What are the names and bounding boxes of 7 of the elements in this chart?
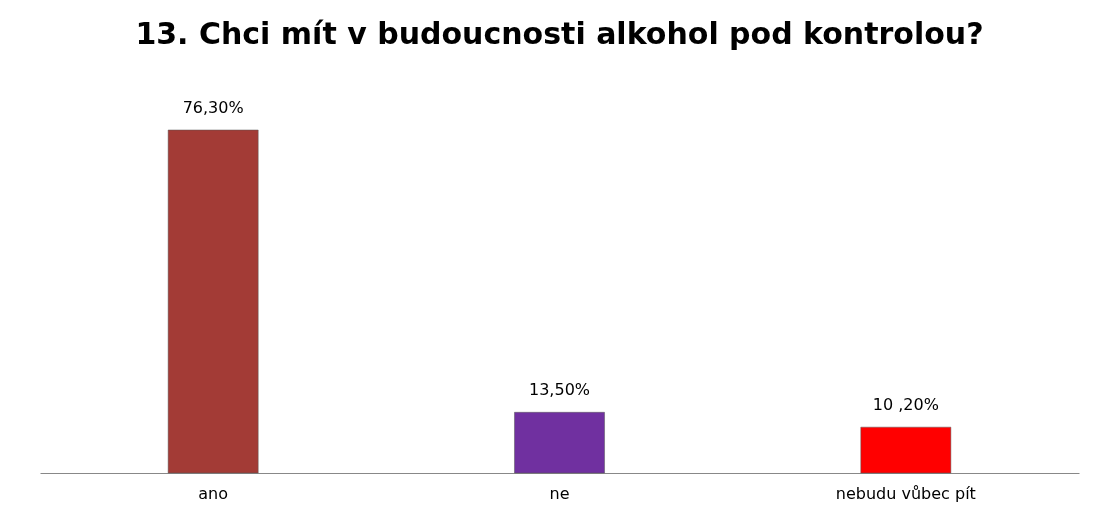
x-tick-label: nebudu vůbec pít bbox=[835, 483, 976, 503]
x-tick-label: ne bbox=[549, 483, 570, 503]
data-label: 13,50% bbox=[528, 380, 591, 400]
x-tick-label: ano bbox=[198, 483, 229, 503]
chart-title: 13. Chci mít v budoucnosti alkohol pod kontrolou? bbox=[135, 16, 984, 51]
data-label: 76,30% bbox=[182, 98, 244, 117]
data-label: 10 ,20% bbox=[872, 395, 939, 415]
